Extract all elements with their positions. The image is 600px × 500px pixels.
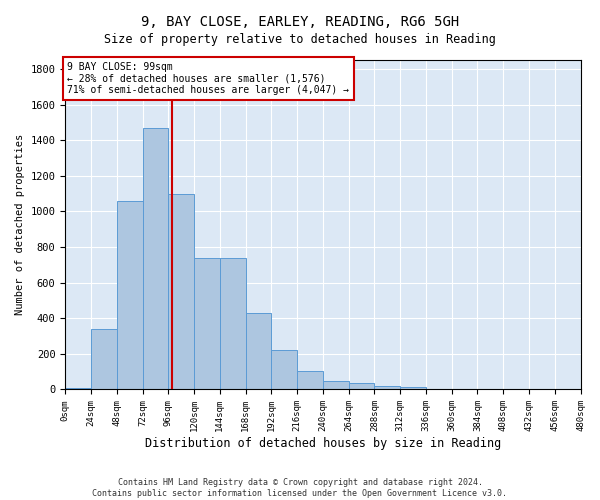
Bar [297, 371, 323, 390]
Bar [169, 194, 194, 390]
Bar [245, 313, 271, 390]
Y-axis label: Number of detached properties: Number of detached properties [15, 134, 25, 316]
Bar [426, 388, 452, 390]
Bar [65, 388, 91, 390]
Text: 9, BAY CLOSE, EARLEY, READING, RG6 5GH: 9, BAY CLOSE, EARLEY, READING, RG6 5GH [141, 15, 459, 29]
Bar [323, 380, 349, 390]
Bar [271, 350, 297, 390]
Bar [143, 128, 169, 390]
Bar [349, 383, 374, 390]
Bar [91, 329, 117, 390]
Text: 9 BAY CLOSE: 99sqm
← 28% of detached houses are smaller (1,576)
71% of semi-deta: 9 BAY CLOSE: 99sqm ← 28% of detached hou… [67, 62, 349, 95]
Bar [374, 386, 400, 390]
Text: Contains HM Land Registry data © Crown copyright and database right 2024.
Contai: Contains HM Land Registry data © Crown c… [92, 478, 508, 498]
Bar [194, 258, 220, 390]
Bar [400, 387, 426, 390]
Bar [117, 200, 143, 390]
Bar [220, 258, 245, 390]
X-axis label: Distribution of detached houses by size in Reading: Distribution of detached houses by size … [145, 437, 501, 450]
Text: Size of property relative to detached houses in Reading: Size of property relative to detached ho… [104, 32, 496, 46]
